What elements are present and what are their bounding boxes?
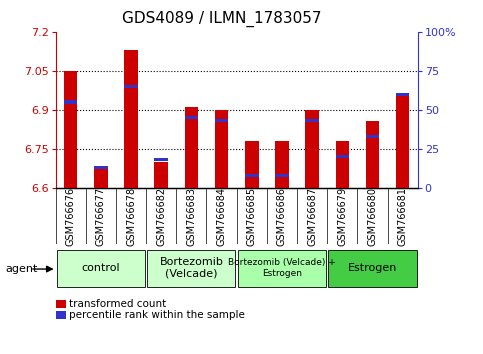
Bar xyxy=(64,101,77,103)
Text: GSM766685: GSM766685 xyxy=(247,187,257,246)
Text: GSM766680: GSM766680 xyxy=(368,187,378,246)
Bar xyxy=(185,107,198,188)
FancyBboxPatch shape xyxy=(147,250,236,287)
Bar xyxy=(336,155,349,158)
Bar xyxy=(245,173,258,177)
Text: GDS4089 / ILMN_1783057: GDS4089 / ILMN_1783057 xyxy=(122,11,322,27)
Text: GSM766676: GSM766676 xyxy=(66,187,76,246)
FancyBboxPatch shape xyxy=(238,250,326,287)
Bar xyxy=(275,173,289,177)
Bar xyxy=(396,94,410,188)
FancyBboxPatch shape xyxy=(57,250,145,287)
Bar xyxy=(64,71,77,188)
Text: GSM766686: GSM766686 xyxy=(277,187,287,246)
Text: Bortezomib (Velcade) +
Estrogen: Bortezomib (Velcade) + Estrogen xyxy=(228,258,336,278)
Text: Bortezomib
(Velcade): Bortezomib (Velcade) xyxy=(159,257,223,279)
Text: GSM766687: GSM766687 xyxy=(307,187,317,246)
Text: percentile rank within the sample: percentile rank within the sample xyxy=(69,310,244,320)
Text: agent: agent xyxy=(6,264,38,274)
Bar xyxy=(215,110,228,188)
Bar xyxy=(305,119,319,122)
Bar xyxy=(94,168,108,188)
FancyBboxPatch shape xyxy=(328,250,416,287)
Bar xyxy=(336,141,349,188)
Text: GSM766681: GSM766681 xyxy=(398,187,408,246)
Bar xyxy=(185,116,198,119)
Bar xyxy=(275,141,289,188)
Text: GSM766683: GSM766683 xyxy=(186,187,197,246)
Bar xyxy=(245,141,258,188)
Bar xyxy=(305,110,319,188)
Text: GSM766679: GSM766679 xyxy=(337,187,347,246)
Bar xyxy=(366,121,379,188)
Bar xyxy=(215,119,228,122)
Bar xyxy=(366,135,379,138)
Text: Estrogen: Estrogen xyxy=(348,263,397,273)
Text: transformed count: transformed count xyxy=(69,299,166,309)
Text: control: control xyxy=(82,263,120,273)
Text: GSM766677: GSM766677 xyxy=(96,187,106,246)
Bar xyxy=(124,85,138,88)
Text: GSM766684: GSM766684 xyxy=(216,187,227,246)
Bar xyxy=(155,162,168,188)
Bar xyxy=(124,50,138,188)
Bar xyxy=(94,166,108,169)
Bar xyxy=(396,93,410,96)
Bar xyxy=(155,158,168,161)
Text: GSM766678: GSM766678 xyxy=(126,187,136,246)
Text: GSM766682: GSM766682 xyxy=(156,187,166,246)
